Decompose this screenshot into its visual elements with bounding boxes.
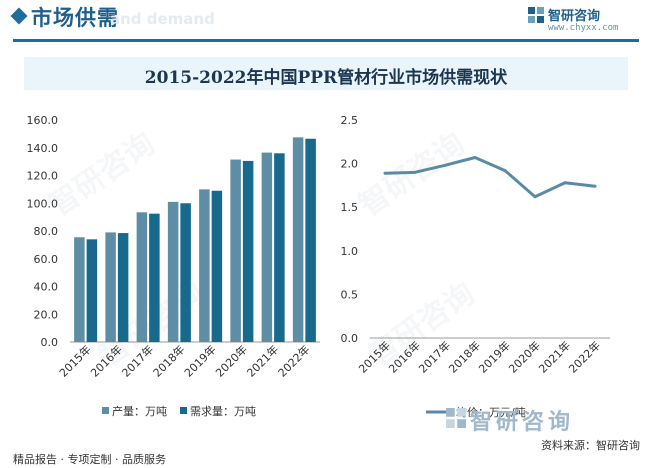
y-tick-label: 1.0 [341, 245, 359, 258]
x-tick-label: 2017年 [416, 338, 453, 375]
section-title: 市场供需 [31, 6, 119, 30]
line-point [593, 184, 597, 188]
chart-title: 2015-2022年中国PPR管材行业市场供需现状 [144, 68, 508, 88]
x-tick-label: 2022年 [566, 338, 603, 375]
line-point [533, 195, 537, 199]
header: 市场供需 and demand 智研咨询 www.chyxx.com [0, 0, 654, 38]
logo-name: 智研咨询 [548, 9, 601, 24]
charts-canvas: 0.0 20.0 40.0 60.0 80.0 100.0 120.0 140.0 160.0 2… [27, 114, 610, 419]
y-tick-label: 40.0 [34, 281, 59, 294]
x-tick-label: 2020年 [213, 342, 250, 379]
line-point [503, 169, 507, 173]
x-tick-label: 2020年 [506, 338, 543, 375]
x-tick-label: 2018年 [446, 338, 483, 375]
x-tick-label: 2021年 [536, 338, 573, 375]
footer-tagline: 精品报告 · 专项定制 · 品质服务 [13, 453, 166, 466]
bar-demand [180, 203, 191, 342]
header-rule [13, 39, 639, 42]
legend-swatch [180, 407, 187, 414]
footer-brand: 智研咨询 [470, 410, 575, 435]
y-tick-label: 0.0 [41, 336, 59, 349]
y-tick-label: 120.0 [27, 170, 59, 183]
section-subtitle: and demand [110, 10, 215, 28]
bar-demand [86, 239, 98, 342]
bar-output [105, 232, 116, 342]
bar-demand [211, 190, 223, 342]
y-tick-label: 0.5 [341, 288, 359, 301]
y-tick-label: 20.0 [34, 308, 59, 321]
x-tick-label: 2019年 [476, 338, 513, 375]
x-tick-label: 2016年 [386, 338, 423, 375]
brand-icon [446, 408, 466, 428]
bar-demand [305, 138, 316, 342]
logo-url: www.chyxx.com [548, 23, 619, 33]
x-tick-label: 2015年 [56, 342, 93, 379]
bar-demand [149, 213, 160, 342]
bar-output [167, 201, 179, 342]
x-tick-label: 2019年 [181, 342, 218, 379]
x-tick-label: 2021年 [244, 342, 281, 379]
y-tick-label: 100.0 [27, 197, 59, 210]
bar-output [136, 212, 148, 342]
logo: 智研咨询 www.chyxx.com [528, 5, 632, 37]
y-tick-label: 80.0 [34, 225, 59, 238]
line-point [473, 155, 477, 159]
y-tick-label: 0.0 [341, 332, 359, 345]
logo-icon [528, 7, 544, 23]
legend-swatch [102, 407, 109, 414]
bar-demand [117, 233, 129, 342]
price-line [384, 155, 596, 199]
legend-label: 均价：万元/吨 [456, 406, 526, 419]
x-tick-label: 2015年 [356, 338, 393, 375]
bar-demand [242, 160, 254, 342]
footer-source: 资料来源：智研咨询 [541, 439, 640, 452]
legend-label: 需求量：万吨 [190, 405, 256, 418]
y-tick-label: 1.5 [341, 201, 359, 214]
line-point [443, 163, 447, 167]
line-point [563, 181, 567, 185]
bar-output [292, 137, 304, 342]
y-tick-label: 60.0 [34, 253, 59, 266]
x-tick-label: 2017年 [119, 342, 156, 379]
x-tick-label: 2016年 [88, 342, 125, 379]
x-tick-label: 2022年 [275, 342, 312, 379]
x-tick-label: 2018年 [150, 342, 187, 379]
bar-output [230, 159, 241, 342]
bar-output [74, 237, 85, 342]
bar-demand [274, 153, 285, 342]
y-tick-label: 2.0 [341, 158, 359, 171]
bar-output [261, 152, 273, 342]
title-band: 2015-2022年中国PPR管材行业市场供需现状 [24, 57, 628, 90]
legend-label: 产量：万吨 [112, 404, 167, 418]
line-point [383, 171, 387, 175]
y-tick-label: 140.0 [27, 142, 59, 155]
y-tick-label: 160.0 [27, 114, 59, 127]
bar-output [199, 189, 210, 342]
y-tick-label: 2.5 [341, 114, 359, 127]
line-point [413, 170, 417, 174]
